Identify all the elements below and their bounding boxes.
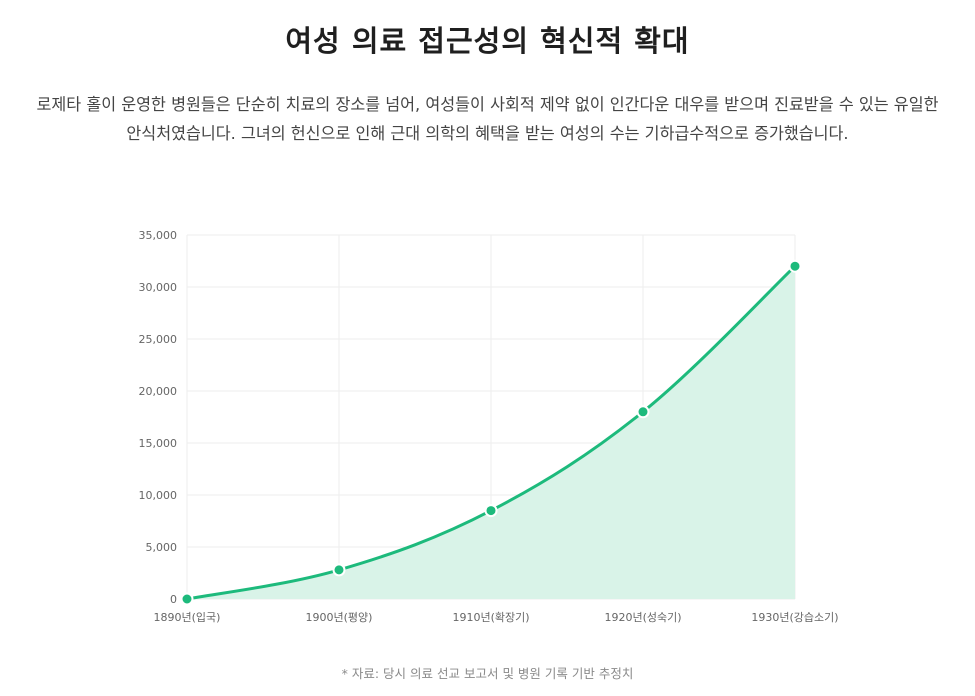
data-point	[484, 504, 498, 518]
y-tick-label: 5,000	[146, 541, 178, 554]
page-title: 여성 의료 접근성의 혁신적 확대	[285, 24, 690, 58]
area-fill	[187, 266, 795, 599]
y-tick-label: 0	[170, 593, 177, 606]
page-description: 로제타 홀이 운영한 병원들은 단순히 치료의 장소를 넘어, 여성들이 사회적…	[36, 95, 939, 143]
x-tick-label: 1890년(입국)	[154, 611, 221, 624]
x-tick-label: 1910년(확장기)	[452, 611, 529, 624]
data-point	[636, 405, 650, 419]
y-tick-label: 25,000	[139, 333, 178, 346]
y-tick-label: 20,000	[139, 385, 178, 398]
y-tick-label: 15,000	[139, 437, 178, 450]
y-tick-label: 35,000	[139, 229, 178, 242]
x-tick-label: 1920년(성숙기)	[604, 611, 681, 624]
source-note: * 자료: 당시 의료 선교 보고서 및 병원 기록 기반 추정치	[341, 666, 634, 681]
y-tick-label: 10,000	[139, 489, 178, 502]
data-point	[788, 259, 802, 273]
y-tick-label: 30,000	[139, 281, 178, 294]
x-tick-label: 1900년(평양)	[306, 611, 373, 624]
area-chart: 0 5,000 10,000 15,000 20,000 25,000 30,000 35,0…	[139, 229, 839, 624]
x-tick-label: 1930년(강습소기)	[751, 611, 838, 624]
chart-container: 0 5,000 10,000 15,000 20,000 25,000 30,000 35,0…	[0, 215, 975, 635]
data-point	[332, 563, 346, 577]
data-point	[180, 592, 194, 606]
